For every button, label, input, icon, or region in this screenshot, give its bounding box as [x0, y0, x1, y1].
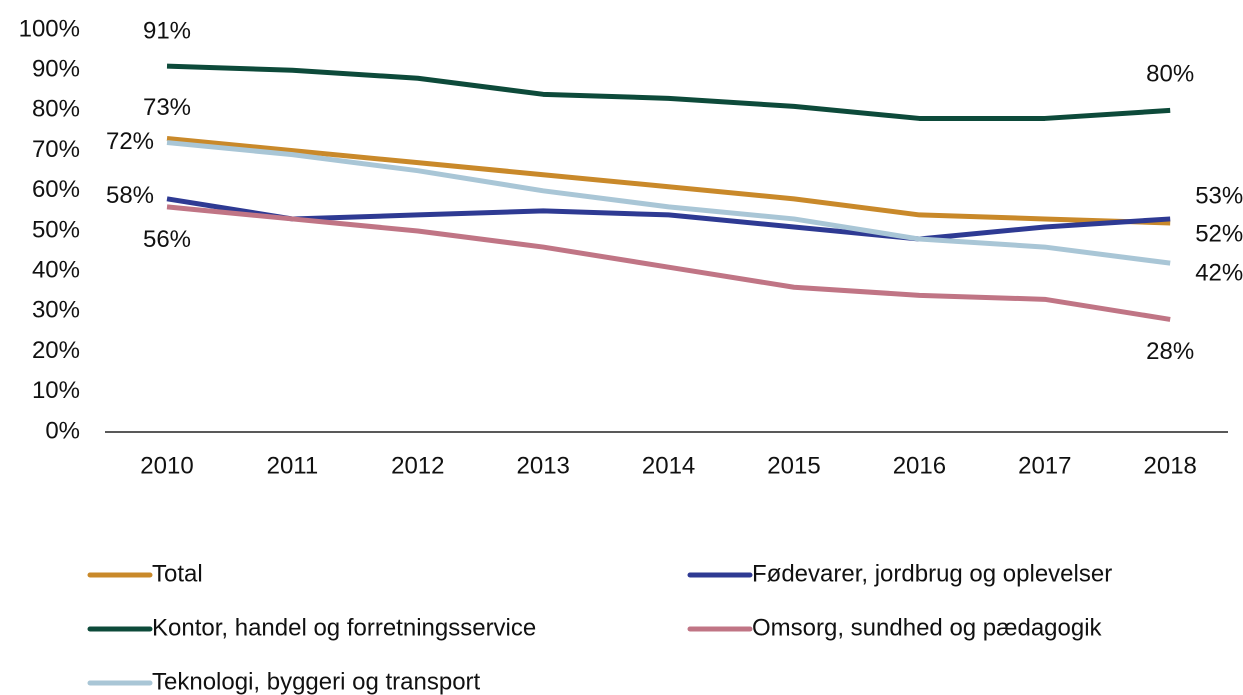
y-tick-label: 90% — [32, 56, 80, 83]
series-line — [166, 140, 1171, 266]
data-label: 56% — [143, 226, 191, 253]
data-label: 58% — [106, 182, 154, 209]
x-tick-label: 2010 — [140, 452, 193, 479]
series-line — [166, 63, 1171, 121]
x-tick-label: 2015 — [767, 452, 820, 479]
legend-label: Teknologi, byggeri og transport — [152, 668, 481, 695]
x-tick-label: 2018 — [1144, 452, 1197, 479]
x-tick-label: 2017 — [1018, 452, 1071, 479]
data-label: 53% — [1195, 182, 1243, 209]
series-line — [166, 136, 1171, 226]
y-tick-label: 20% — [32, 337, 80, 364]
series-line — [166, 204, 1171, 322]
x-tick-label: 2016 — [893, 452, 946, 479]
y-tick-label: 70% — [32, 136, 80, 163]
y-tick-label: 10% — [32, 377, 80, 404]
legend-label: Fødevarer, jordbrug og oplevelser — [752, 560, 1112, 587]
legend-label: Omsorg, sundhed og pædagogik — [752, 614, 1103, 641]
data-label: 42% — [1195, 260, 1243, 287]
legend-label: Kontor, handel og forretningsservice — [152, 614, 536, 641]
y-tick-label: 0% — [45, 417, 80, 444]
x-tick-label: 2012 — [391, 452, 444, 479]
y-tick-label: 40% — [32, 257, 80, 284]
x-tick-label: 2014 — [642, 452, 695, 479]
data-label: 28% — [1146, 338, 1194, 365]
x-tick-label: 2011 — [267, 452, 319, 479]
data-label: 91% — [143, 18, 191, 45]
data-label: 73% — [143, 94, 191, 121]
x-tick-label: 2013 — [517, 452, 570, 479]
data-label: 52% — [1195, 220, 1243, 247]
data-label: 72% — [106, 128, 154, 155]
y-tick-label: 100% — [19, 15, 80, 42]
y-tick-label: 60% — [32, 176, 80, 203]
y-tick-label: 50% — [32, 216, 80, 243]
y-tick-label: 30% — [32, 297, 80, 324]
series-line — [166, 196, 1171, 242]
data-label: 80% — [1146, 61, 1194, 88]
legend-label: Total — [152, 560, 203, 587]
y-tick-label: 80% — [32, 96, 80, 123]
